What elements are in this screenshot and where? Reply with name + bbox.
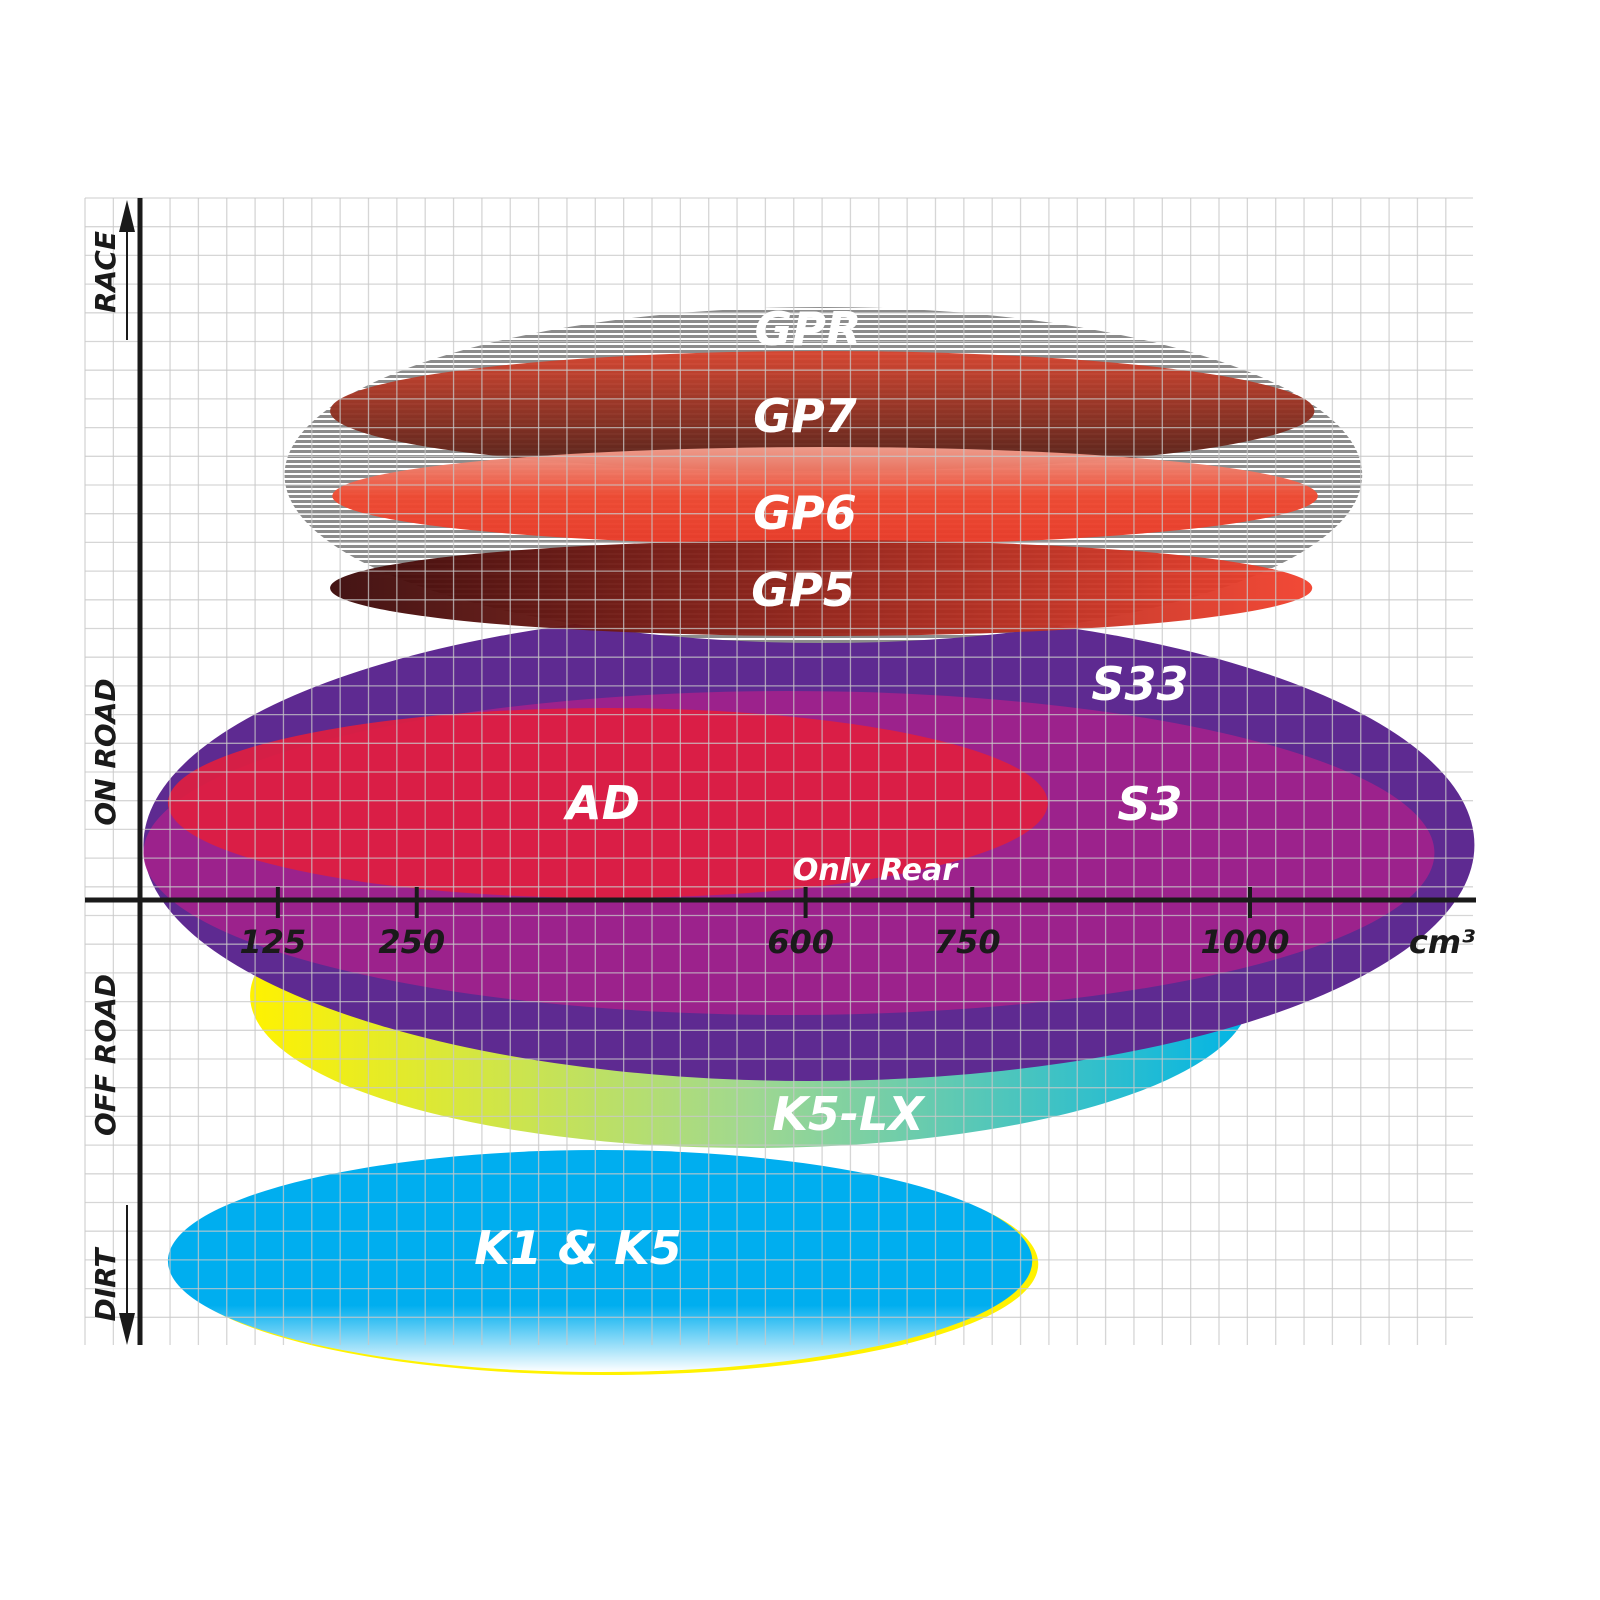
ellipse-gp5 <box>330 540 1313 636</box>
label-gpr: GPR <box>755 302 862 356</box>
label-gp5: GP5 <box>751 563 854 617</box>
arrow-up-icon <box>119 200 135 232</box>
label-k5-lx: K5-LX <box>772 1087 926 1141</box>
label-s3: S3 <box>1117 777 1182 831</box>
label-only-rear: Only Rear <box>793 853 959 888</box>
x-tick-label: 125 <box>239 923 306 961</box>
label-gp6: GP6 <box>753 486 856 540</box>
label-ad: AD <box>563 776 640 830</box>
x-tick-label: 250 <box>378 923 445 961</box>
ellipse-k1-k5 <box>167 1150 1033 1372</box>
label-s33: S33 <box>1091 657 1188 711</box>
x-tick-label: 750 <box>934 923 1001 961</box>
grid <box>84 197 1473 1345</box>
y-label-on-road: ON ROAD <box>89 678 122 825</box>
x-tick-label: 600 <box>767 923 834 961</box>
x-axis-unit: cm³ <box>1409 923 1475 961</box>
y-label-off-road: OFF ROAD <box>89 974 122 1136</box>
label-gp7: GP7 <box>753 389 856 443</box>
y-label-dirt: DIRT <box>89 1247 122 1322</box>
ellipse-gp6 <box>332 447 1318 545</box>
x-tick-label: 1000 <box>1200 923 1289 961</box>
y-label-race: RACE <box>89 231 122 313</box>
ellipse-ad <box>167 708 1048 898</box>
arrow-down-icon <box>119 1313 135 1345</box>
label-k1-k5: K1 & K5 <box>474 1221 681 1275</box>
